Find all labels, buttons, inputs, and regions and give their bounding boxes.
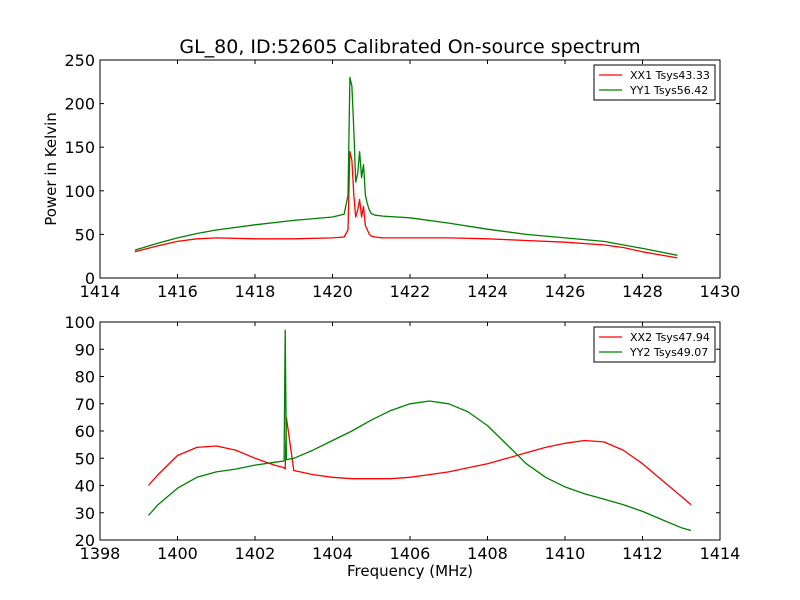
- bottom-y-tick-label-7: 90: [75, 340, 95, 359]
- top-series-line-1: [134, 76, 678, 256]
- bottom-series-line-1: [147, 329, 692, 532]
- top-y-tick-label-5: 250: [64, 51, 95, 70]
- bottom-y-tick-label-5: 70: [75, 395, 95, 414]
- top-y-tick-label-2: 100: [64, 182, 95, 201]
- top-x-tick-label-3: 1420: [312, 282, 353, 301]
- top-x-tick-label-2: 1418: [235, 282, 276, 301]
- bottom-legend-label-xx2: XX2 Tsys47.94: [630, 331, 710, 344]
- top-axes-group: 1414 1416 1418 1420 1422 1424 1426 1428 1430 0 50 1…: [64, 51, 740, 301]
- top-panel: 1414 1416 1418 1420 1422 1424 1426 1428 1430 0 50 1…: [42, 51, 740, 301]
- top-x-tick-label-4: 1422: [390, 282, 431, 301]
- bottom-series-line-0: [147, 416, 692, 506]
- bottom-y-tick-label-4: 60: [75, 422, 95, 441]
- top-x-tick-label-5: 1424: [467, 282, 508, 301]
- top-x-tick-label-6: 1426: [545, 282, 586, 301]
- top-x-tick-label-1: 1416: [157, 282, 198, 301]
- bottom-legend: XX2 Tsys47.94 YY2 Tsys49.07: [593, 326, 716, 363]
- bottom-x-tick-label-1: 1400: [157, 544, 198, 563]
- top-y-tick-label-0: 0: [85, 269, 95, 288]
- top-legend-label-xx1: XX1 Tsys43.33: [630, 69, 710, 82]
- top-legend-box: [593, 64, 716, 101]
- bottom-legend-label-yy2: YY2 Tsys49.07: [629, 346, 708, 359]
- bottom-y-tick-label-0: 20: [75, 531, 95, 550]
- bottom-x-tick-label-3: 1404: [312, 544, 353, 563]
- bottom-legend-box: [593, 326, 716, 363]
- top-series-group: [134, 76, 678, 259]
- bottom-x-tick-label-2: 1402: [235, 544, 276, 563]
- bottom-x-tick-label-4: 1406: [390, 544, 431, 563]
- bottom-x-tick-label-5: 1408: [467, 544, 508, 563]
- top-x-tick-label-7: 1428: [622, 282, 663, 301]
- bottom-y-tick-label-8: 100: [64, 313, 95, 332]
- top-y-tick-label-4: 200: [64, 95, 95, 114]
- bottom-y-tick-label-1: 30: [75, 504, 95, 523]
- top-legend: XX1 Tsys43.33 YY1 Tsys56.42: [593, 64, 716, 101]
- top-legend-label-yy1: YY1 Tsys56.42: [629, 84, 708, 97]
- top-y-tick-label-1: 50: [75, 225, 95, 244]
- bottom-x-tick-label-0: 1398: [80, 544, 121, 563]
- top-x-tick-label-0: 1414: [80, 282, 121, 301]
- bottom-series-group: [147, 329, 692, 532]
- top-x-tick-label-8: 1430: [700, 282, 741, 301]
- bottom-y-tick-label-2: 40: [75, 477, 95, 496]
- x-axis-title: Frequency (MHz): [347, 562, 473, 580]
- bottom-x-tick-label-6: 1410: [545, 544, 586, 563]
- bottom-axes-group: 1398 1400 1402 1404 1406 1408 1410 1412 1414 20 30…: [64, 313, 740, 563]
- bottom-panel: 1398 1400 1402 1404 1406 1408 1410 1412 1414 20 30…: [64, 313, 740, 580]
- top-y-tick-label-3: 150: [64, 138, 95, 157]
- bottom-x-tick-label-7: 1412: [622, 544, 663, 563]
- top-y-axis-title: Power in Kelvin: [42, 112, 60, 226]
- bottom-y-tick-label-3: 50: [75, 449, 95, 468]
- chart-title: GL_80, ID:52605 Calibrated On-source spe…: [179, 36, 640, 58]
- bottom-x-tick-label-8: 1414: [700, 544, 741, 563]
- bottom-y-tick-label-6: 80: [75, 368, 95, 387]
- top-series-line-0: [134, 150, 678, 259]
